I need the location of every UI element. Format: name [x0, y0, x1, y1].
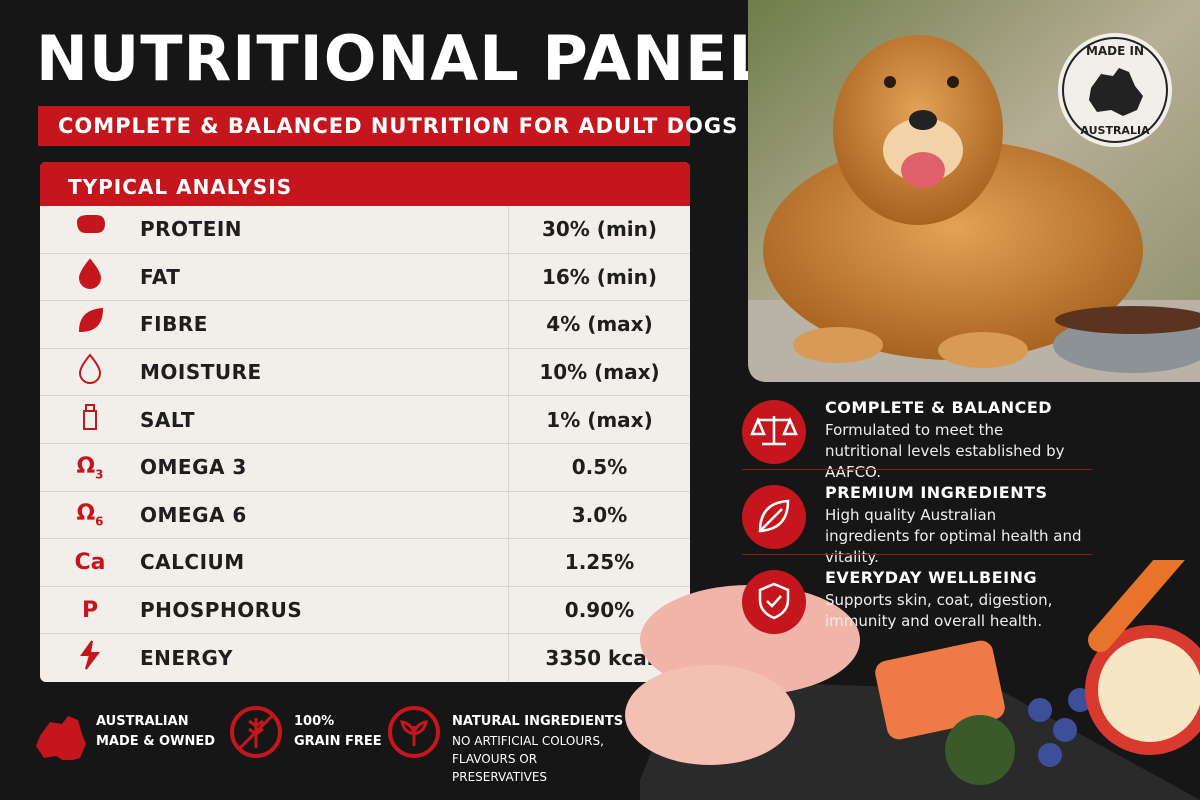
- icon-shape: [758, 582, 790, 620]
- icon-label: Ω: [76, 453, 96, 479]
- icon-sub: 6: [95, 514, 104, 529]
- analysis-table: TYPICAL ANALYSIS PROTEIN 30% (min) FAT 16% …: [40, 162, 690, 682]
- footer-line: MADE & OWNED: [96, 734, 215, 749]
- nutrient-value: 1% (max): [508, 396, 690, 443]
- table-row: Ω3 OMEGA 3 0.5%: [40, 443, 690, 492]
- icon: [80, 640, 100, 670]
- table-title: TYPICAL ANALYSIS: [40, 162, 690, 206]
- australia-icon: [36, 716, 86, 760]
- nutrient-name: ENERGY: [140, 646, 233, 671]
- separator: [742, 469, 1092, 470]
- feature-icon: [742, 485, 806, 549]
- table-row: Ω6 OMEGA 6 3.0%: [40, 491, 690, 540]
- icon: [78, 308, 104, 333]
- title: NUTRITIONAL PANEL: [36, 22, 769, 95]
- icon-sub: 3: [95, 466, 104, 481]
- row-icon: [40, 258, 140, 296]
- table-row: Ca CALCIUM 1.25%: [40, 539, 690, 587]
- row-icon: [40, 210, 140, 248]
- natural-icon: [388, 706, 440, 758]
- nutrient-value: 16% (min): [508, 253, 690, 301]
- nutrient-value: 3.0%: [508, 491, 690, 539]
- icon-label: Ω: [76, 501, 96, 527]
- icon: [750, 416, 798, 446]
- feature: EVERYDAY WELLBEING Supports skin, coat, d…: [742, 568, 1092, 648]
- nutrient-name: OMEGA 6: [140, 502, 247, 527]
- feature-title: COMPLETE & BALANCED: [825, 398, 1053, 417]
- grain-free-icon: [230, 706, 282, 758]
- footer-text: NO ARTIFICIAL COLOURS, FLAVOURS OR PRESE…: [452, 734, 604, 784]
- icon-label: P: [81, 597, 99, 623]
- icon-shape: [76, 215, 106, 234]
- footer-line: GRAIN FREE: [294, 734, 382, 749]
- feature: COMPLETE & BALANCED Formulated to meet th…: [742, 398, 1092, 481]
- feature-title: PREMIUM INGREDIENTS: [825, 483, 1048, 502]
- nutrient-value: 30% (min): [508, 206, 690, 253]
- table-row: FIBRE 4% (max): [40, 301, 690, 349]
- icon-shape: [80, 640, 100, 670]
- icon-shape: [78, 258, 102, 289]
- row-icon: [40, 401, 140, 439]
- footer-line: AUSTRALIAN: [96, 714, 189, 729]
- nutrient-name: PHOSPHORUS: [140, 598, 303, 623]
- feature-text: Supports skin, coat, digestion, immunity…: [825, 591, 1053, 630]
- nutrient-value: 4% (max): [508, 301, 690, 348]
- subtitle: COMPLETE & BALANCED NUTRITION FOR ADULT …: [38, 106, 737, 146]
- dog-photo: [748, 0, 1200, 382]
- nutrient-name: PROTEIN: [140, 217, 243, 242]
- row-icon: Ω3: [40, 454, 140, 481]
- icon-shape: [78, 308, 104, 333]
- table-row: SALT 1% (max): [40, 396, 690, 444]
- feature-icon: [742, 570, 806, 634]
- badge-bottom: AUSTRALIA: [1080, 124, 1150, 137]
- feature-title: EVERYDAY WELLBEING: [825, 568, 1038, 587]
- row-icon: [40, 305, 140, 343]
- badge-top: MADE IN: [1086, 44, 1144, 58]
- row-icon: Ω6: [40, 501, 140, 528]
- icon: [758, 582, 790, 620]
- nutrient-name: FIBRE: [140, 312, 208, 337]
- row-icon: [40, 639, 140, 677]
- table-row: ENERGY 3350 kcal: [40, 634, 690, 682]
- footer-line: 100%: [294, 714, 335, 729]
- icon: [758, 499, 790, 533]
- nutrient-value: 0.90%: [508, 586, 690, 634]
- table-row: P PHOSPHORUS 0.90%: [40, 586, 690, 635]
- feature: PREMIUM INGREDIENTS High quality Australi…: [742, 483, 1092, 566]
- food-photo: [625, 560, 1200, 800]
- icon: [78, 353, 102, 385]
- nutrient-name: SALT: [140, 407, 195, 432]
- icon: [76, 215, 106, 234]
- icon-shape: [750, 416, 798, 446]
- footer-title: NATURAL INGREDIENTS: [452, 714, 624, 729]
- row-icon: Ca: [40, 550, 140, 575]
- made-in-badge: MADE IN AUSTRALIA: [1058, 33, 1172, 147]
- table-row: FAT 16% (min): [40, 253, 690, 302]
- nutrient-value: 1.25%: [508, 539, 690, 586]
- nutrient-name: CALCIUM: [140, 550, 245, 575]
- icon-shape: [83, 403, 97, 430]
- nutrient-name: OMEGA 3: [140, 455, 247, 480]
- row-icon: P: [40, 598, 140, 623]
- icon-label: Ca: [74, 549, 106, 575]
- icon: [78, 258, 102, 289]
- table-body: PROTEIN 30% (min) FAT 16% (min) FIBRE 4% (max…: [40, 206, 690, 682]
- nutrient-name: MOISTURE: [140, 360, 262, 385]
- nutrient-value: 3350 kcal: [508, 634, 690, 682]
- table-row: PROTEIN 30% (min): [40, 206, 690, 254]
- icon-shape: [758, 499, 790, 533]
- nutrient-value: 10% (max): [508, 348, 690, 396]
- table-row: MOISTURE 10% (max): [40, 348, 690, 397]
- feature-text: Formulated to meet the nutritional level…: [825, 421, 1065, 481]
- nutrient-name: FAT: [140, 264, 181, 289]
- icon: [83, 403, 97, 430]
- icon-shape: [78, 353, 102, 385]
- separator: [742, 554, 1092, 555]
- feature-icon: [742, 400, 806, 464]
- row-icon: [40, 353, 140, 391]
- feature-text: High quality Australian ingredients for …: [825, 506, 1082, 566]
- nutrient-value: 0.5%: [508, 443, 690, 491]
